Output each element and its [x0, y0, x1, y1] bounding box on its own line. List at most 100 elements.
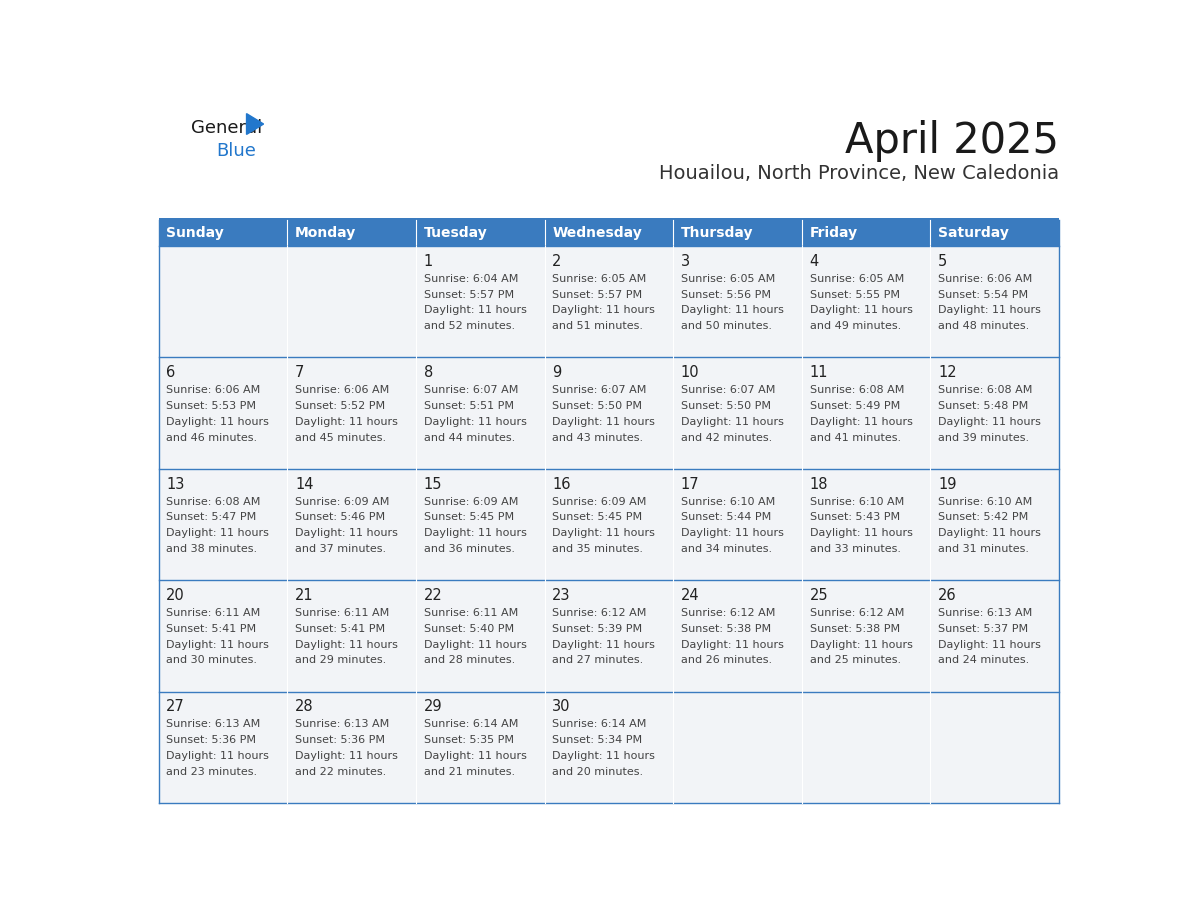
Text: Sunrise: 6:11 AM: Sunrise: 6:11 AM: [166, 608, 260, 618]
Text: and 38 minutes.: and 38 minutes.: [166, 544, 258, 554]
Text: and 39 minutes.: and 39 minutes.: [939, 432, 1029, 442]
Text: 28: 28: [295, 700, 314, 714]
Text: Daylight: 11 hours: Daylight: 11 hours: [552, 528, 655, 538]
Text: Sunset: 5:40 PM: Sunset: 5:40 PM: [424, 624, 513, 633]
Text: Sunrise: 6:10 AM: Sunrise: 6:10 AM: [681, 497, 776, 507]
Text: Sunrise: 6:13 AM: Sunrise: 6:13 AM: [295, 720, 390, 730]
Text: Sunday: Sunday: [166, 226, 225, 240]
Text: Daylight: 11 hours: Daylight: 11 hours: [681, 306, 784, 316]
Text: 3: 3: [681, 253, 690, 269]
Text: Sunset: 5:51 PM: Sunset: 5:51 PM: [424, 401, 513, 411]
Text: Sunset: 5:57 PM: Sunset: 5:57 PM: [424, 289, 513, 299]
Bar: [158, 357, 1060, 469]
Text: Sunset: 5:52 PM: Sunset: 5:52 PM: [295, 401, 385, 411]
Text: 27: 27: [166, 700, 185, 714]
Text: and 28 minutes.: and 28 minutes.: [424, 655, 514, 666]
Text: Daylight: 11 hours: Daylight: 11 hours: [681, 528, 784, 538]
Text: and 22 minutes.: and 22 minutes.: [295, 767, 386, 777]
Text: Sunset: 5:38 PM: Sunset: 5:38 PM: [681, 624, 771, 633]
Text: 24: 24: [681, 588, 700, 603]
Text: and 26 minutes.: and 26 minutes.: [681, 655, 772, 666]
Text: Daylight: 11 hours: Daylight: 11 hours: [424, 417, 526, 427]
Text: Sunrise: 6:14 AM: Sunrise: 6:14 AM: [552, 720, 646, 730]
Text: and 21 minutes.: and 21 minutes.: [424, 767, 514, 777]
Text: Tuesday: Tuesday: [424, 226, 487, 240]
Text: Sunrise: 6:05 AM: Sunrise: 6:05 AM: [681, 274, 776, 284]
Text: Sunrise: 6:11 AM: Sunrise: 6:11 AM: [295, 608, 390, 618]
Bar: [416, 219, 544, 246]
Text: Daylight: 11 hours: Daylight: 11 hours: [809, 306, 912, 316]
Text: Daylight: 11 hours: Daylight: 11 hours: [809, 528, 912, 538]
Text: Daylight: 11 hours: Daylight: 11 hours: [295, 528, 398, 538]
Text: Sunset: 5:36 PM: Sunset: 5:36 PM: [166, 735, 257, 745]
Text: 25: 25: [809, 588, 828, 603]
Text: 30: 30: [552, 700, 570, 714]
Text: Sunrise: 6:07 AM: Sunrise: 6:07 AM: [681, 386, 776, 396]
Text: 7: 7: [295, 365, 304, 380]
Text: Sunset: 5:50 PM: Sunset: 5:50 PM: [681, 401, 771, 411]
Bar: [158, 469, 1060, 580]
Text: Sunrise: 6:13 AM: Sunrise: 6:13 AM: [166, 720, 260, 730]
Text: and 37 minutes.: and 37 minutes.: [295, 544, 386, 554]
Text: Sunrise: 6:07 AM: Sunrise: 6:07 AM: [424, 386, 518, 396]
Text: Sunset: 5:41 PM: Sunset: 5:41 PM: [166, 624, 257, 633]
Text: Sunrise: 6:06 AM: Sunrise: 6:06 AM: [939, 274, 1032, 284]
Text: Sunrise: 6:06 AM: Sunrise: 6:06 AM: [295, 386, 390, 396]
Text: 19: 19: [939, 476, 956, 492]
Text: 1: 1: [424, 253, 432, 269]
Text: Sunrise: 6:07 AM: Sunrise: 6:07 AM: [552, 386, 646, 396]
Text: Sunset: 5:44 PM: Sunset: 5:44 PM: [681, 512, 771, 522]
Text: Sunset: 5:36 PM: Sunset: 5:36 PM: [295, 735, 385, 745]
Text: Sunrise: 6:08 AM: Sunrise: 6:08 AM: [166, 497, 260, 507]
Bar: [158, 692, 1060, 803]
Text: and 24 minutes.: and 24 minutes.: [939, 655, 1030, 666]
Text: Daylight: 11 hours: Daylight: 11 hours: [424, 306, 526, 316]
Text: Daylight: 11 hours: Daylight: 11 hours: [552, 306, 655, 316]
Text: and 42 minutes.: and 42 minutes.: [681, 432, 772, 442]
Text: Blue: Blue: [216, 142, 255, 161]
Text: Sunrise: 6:10 AM: Sunrise: 6:10 AM: [939, 497, 1032, 507]
Text: Daylight: 11 hours: Daylight: 11 hours: [295, 417, 398, 427]
Text: and 50 minutes.: and 50 minutes.: [681, 321, 772, 331]
Text: Sunset: 5:54 PM: Sunset: 5:54 PM: [939, 289, 1029, 299]
Text: Sunrise: 6:11 AM: Sunrise: 6:11 AM: [424, 608, 518, 618]
Text: and 23 minutes.: and 23 minutes.: [166, 767, 258, 777]
Text: Sunset: 5:57 PM: Sunset: 5:57 PM: [552, 289, 643, 299]
Text: 16: 16: [552, 476, 570, 492]
Text: Sunset: 5:53 PM: Sunset: 5:53 PM: [166, 401, 257, 411]
Text: Daylight: 11 hours: Daylight: 11 hours: [809, 640, 912, 650]
Text: Sunset: 5:45 PM: Sunset: 5:45 PM: [552, 512, 643, 522]
Text: 26: 26: [939, 588, 956, 603]
Text: Daylight: 11 hours: Daylight: 11 hours: [424, 751, 526, 761]
Text: 12: 12: [939, 365, 956, 380]
Text: Daylight: 11 hours: Daylight: 11 hours: [552, 640, 655, 650]
Text: Daylight: 11 hours: Daylight: 11 hours: [939, 417, 1041, 427]
Text: Daylight: 11 hours: Daylight: 11 hours: [681, 417, 784, 427]
Text: 15: 15: [424, 476, 442, 492]
Text: and 27 minutes.: and 27 minutes.: [552, 655, 644, 666]
Text: and 31 minutes.: and 31 minutes.: [939, 544, 1029, 554]
Text: 22: 22: [424, 588, 442, 603]
Text: and 29 minutes.: and 29 minutes.: [295, 655, 386, 666]
Text: Sunset: 5:55 PM: Sunset: 5:55 PM: [809, 289, 899, 299]
Text: 23: 23: [552, 588, 570, 603]
Text: and 33 minutes.: and 33 minutes.: [809, 544, 901, 554]
Text: 29: 29: [424, 700, 442, 714]
Text: Sunrise: 6:04 AM: Sunrise: 6:04 AM: [424, 274, 518, 284]
Text: and 45 minutes.: and 45 minutes.: [295, 432, 386, 442]
Text: Sunset: 5:42 PM: Sunset: 5:42 PM: [939, 512, 1029, 522]
Text: Thursday: Thursday: [681, 226, 753, 240]
Text: 6: 6: [166, 365, 176, 380]
Text: 8: 8: [424, 365, 432, 380]
Text: Sunrise: 6:05 AM: Sunrise: 6:05 AM: [809, 274, 904, 284]
Text: Sunrise: 6:05 AM: Sunrise: 6:05 AM: [552, 274, 646, 284]
Text: 17: 17: [681, 476, 700, 492]
Text: Daylight: 11 hours: Daylight: 11 hours: [939, 306, 1041, 316]
Bar: [158, 219, 287, 246]
Text: Daylight: 11 hours: Daylight: 11 hours: [809, 417, 912, 427]
Bar: [802, 219, 930, 246]
Text: Sunrise: 6:13 AM: Sunrise: 6:13 AM: [939, 608, 1032, 618]
Text: Daylight: 11 hours: Daylight: 11 hours: [166, 417, 270, 427]
Polygon shape: [247, 114, 264, 134]
Text: Sunrise: 6:12 AM: Sunrise: 6:12 AM: [681, 608, 776, 618]
